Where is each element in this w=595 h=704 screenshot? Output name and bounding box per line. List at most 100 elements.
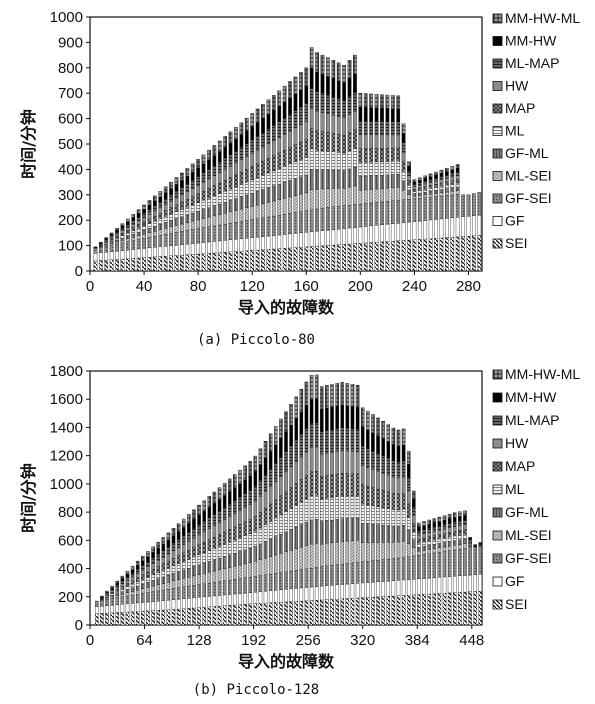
bar-segment-sei <box>202 607 206 626</box>
bar-segment-ml <box>331 151 336 171</box>
bar-segment-gf-sei <box>289 570 293 590</box>
bar-segment-ml <box>197 554 201 565</box>
bar-segment-mm-hw-ml <box>115 228 119 231</box>
bar-segment-mm-hw-ml <box>258 448 263 465</box>
bar-segment-gf <box>130 603 135 612</box>
bar-segment-gf-ml <box>110 595 114 598</box>
bar-segment-mm-hw-ml <box>347 60 352 79</box>
bar-segment-gf-ml <box>423 191 428 196</box>
bar-segment-ml-map <box>366 448 370 468</box>
bar-segment-ml-map <box>207 517 212 530</box>
bar-segment-mm-hw-ml <box>120 223 125 227</box>
bar-segment-ml-map <box>331 96 336 116</box>
bar-segment-sei <box>109 259 114 272</box>
bar-segment-mm-hw <box>417 526 421 532</box>
bar-segment-gf-ml <box>187 567 191 578</box>
bar-segment-sei <box>439 237 444 272</box>
bar-segment-mm-hw <box>288 97 292 115</box>
bar-segment-gf <box>434 219 438 239</box>
bar-segment-gf-sei <box>161 589 166 601</box>
bar-segment-gf-sei <box>136 239 141 250</box>
legend-label: MM-HW-ML <box>505 366 580 382</box>
bar-segment-ml <box>161 570 166 578</box>
bar-segment-map <box>147 218 152 224</box>
bar-segment-ml <box>417 190 422 194</box>
bar-segment-ml-sei <box>335 541 339 565</box>
bar-segment-gf <box>293 233 298 248</box>
bar-segment-gf <box>277 234 282 249</box>
bar-segment-mm-hw <box>261 118 265 133</box>
bar-segment-ml <box>412 191 417 195</box>
bar-segment-ml-map <box>227 504 232 518</box>
bar-segment-gf <box>304 232 309 248</box>
bar-segment-gf <box>401 579 406 596</box>
y-axis-label: 时间/分钟 <box>19 463 38 533</box>
bar-segment-ml-map <box>385 121 390 136</box>
bar-segment-ml-sei <box>320 188 325 209</box>
bar-segment-gf <box>447 576 452 594</box>
bar-segment-gf-sei <box>412 198 417 222</box>
bar-segment-ml <box>294 505 298 528</box>
bar-segment-mm-hw-ml <box>192 509 196 520</box>
bar-segment-ml-sei <box>274 554 278 574</box>
bar-segment-map <box>279 495 283 516</box>
bar-segment-sei <box>201 253 206 272</box>
bar-segment-ml <box>142 225 146 231</box>
bar-segment-map <box>406 503 411 518</box>
bar-segment-ml-sei <box>294 548 298 571</box>
bar-segment-map <box>363 148 368 163</box>
bar-segment-mm-hw-ml <box>282 85 287 103</box>
bar-segment-gf <box>187 598 191 609</box>
bar-segment-map <box>391 493 396 510</box>
bar-segment-ml-map <box>374 121 379 136</box>
bar-segment-map <box>345 473 350 497</box>
bar-segment-gf-ml <box>432 544 437 549</box>
bar-segment-ml-sei <box>447 545 452 551</box>
bar-segment-ml <box>314 495 319 520</box>
bar-segment-mm-hw <box>238 483 242 498</box>
bar-segment-ml-map <box>390 121 395 136</box>
bar-segment-gf-ml <box>401 525 406 542</box>
bar-segment-ml-sei <box>455 190 460 195</box>
bar-segment-map <box>136 224 141 229</box>
bar-segment-ml <box>363 162 368 177</box>
y-tick-label: 1400 <box>50 419 83 436</box>
legend-label: MM-HW-ML <box>505 10 580 26</box>
bar-segment-gf-sei <box>427 553 431 579</box>
bar-segment-mm-hw <box>130 569 135 574</box>
bar-segment-ml-sei <box>207 572 212 584</box>
bar-segment-gf-ml <box>156 578 160 585</box>
bar-segment-gf-ml <box>325 520 329 544</box>
bar-segment-gf <box>115 250 119 260</box>
bar-segment-map <box>234 174 238 187</box>
bar-segment-hw <box>450 176 455 181</box>
bar-segment-map <box>369 148 374 163</box>
bar-segment-gf <box>151 601 155 611</box>
bar-segment-ml-sei <box>442 546 447 552</box>
legend-swatch <box>492 484 503 495</box>
bar-segment-gf-sei <box>390 200 395 224</box>
bar-segment-gf-sei <box>347 204 352 229</box>
bar-segment-gf-ml <box>120 237 125 241</box>
bar-segment-ml <box>228 188 233 201</box>
bar-segment-gf <box>180 244 184 256</box>
bar-segment-hw <box>266 143 271 159</box>
bar-segment-ml-sei <box>279 553 283 573</box>
bar-segment-ml <box>289 508 293 530</box>
bar-segment-gf-sei <box>187 585 191 599</box>
bar-segment-gf-sei <box>331 206 336 230</box>
bar-segment-hw <box>381 472 385 491</box>
bar-segment-gf-sei <box>244 220 249 239</box>
bar-segment-mm-hw <box>234 138 238 152</box>
bar-segment-gf-sei <box>181 586 186 599</box>
bar-segment-ml-map <box>171 543 176 551</box>
bar-segment-hw <box>371 469 375 488</box>
legend-swatch <box>492 599 503 610</box>
bar-segment-ml-sei <box>391 542 396 559</box>
bar-segment-gf <box>190 243 195 255</box>
bar-segment-ml <box>386 508 391 526</box>
bar-segment-hw <box>253 500 258 517</box>
bar-segment-sei <box>330 599 334 626</box>
bar-segment-sei <box>380 241 384 272</box>
